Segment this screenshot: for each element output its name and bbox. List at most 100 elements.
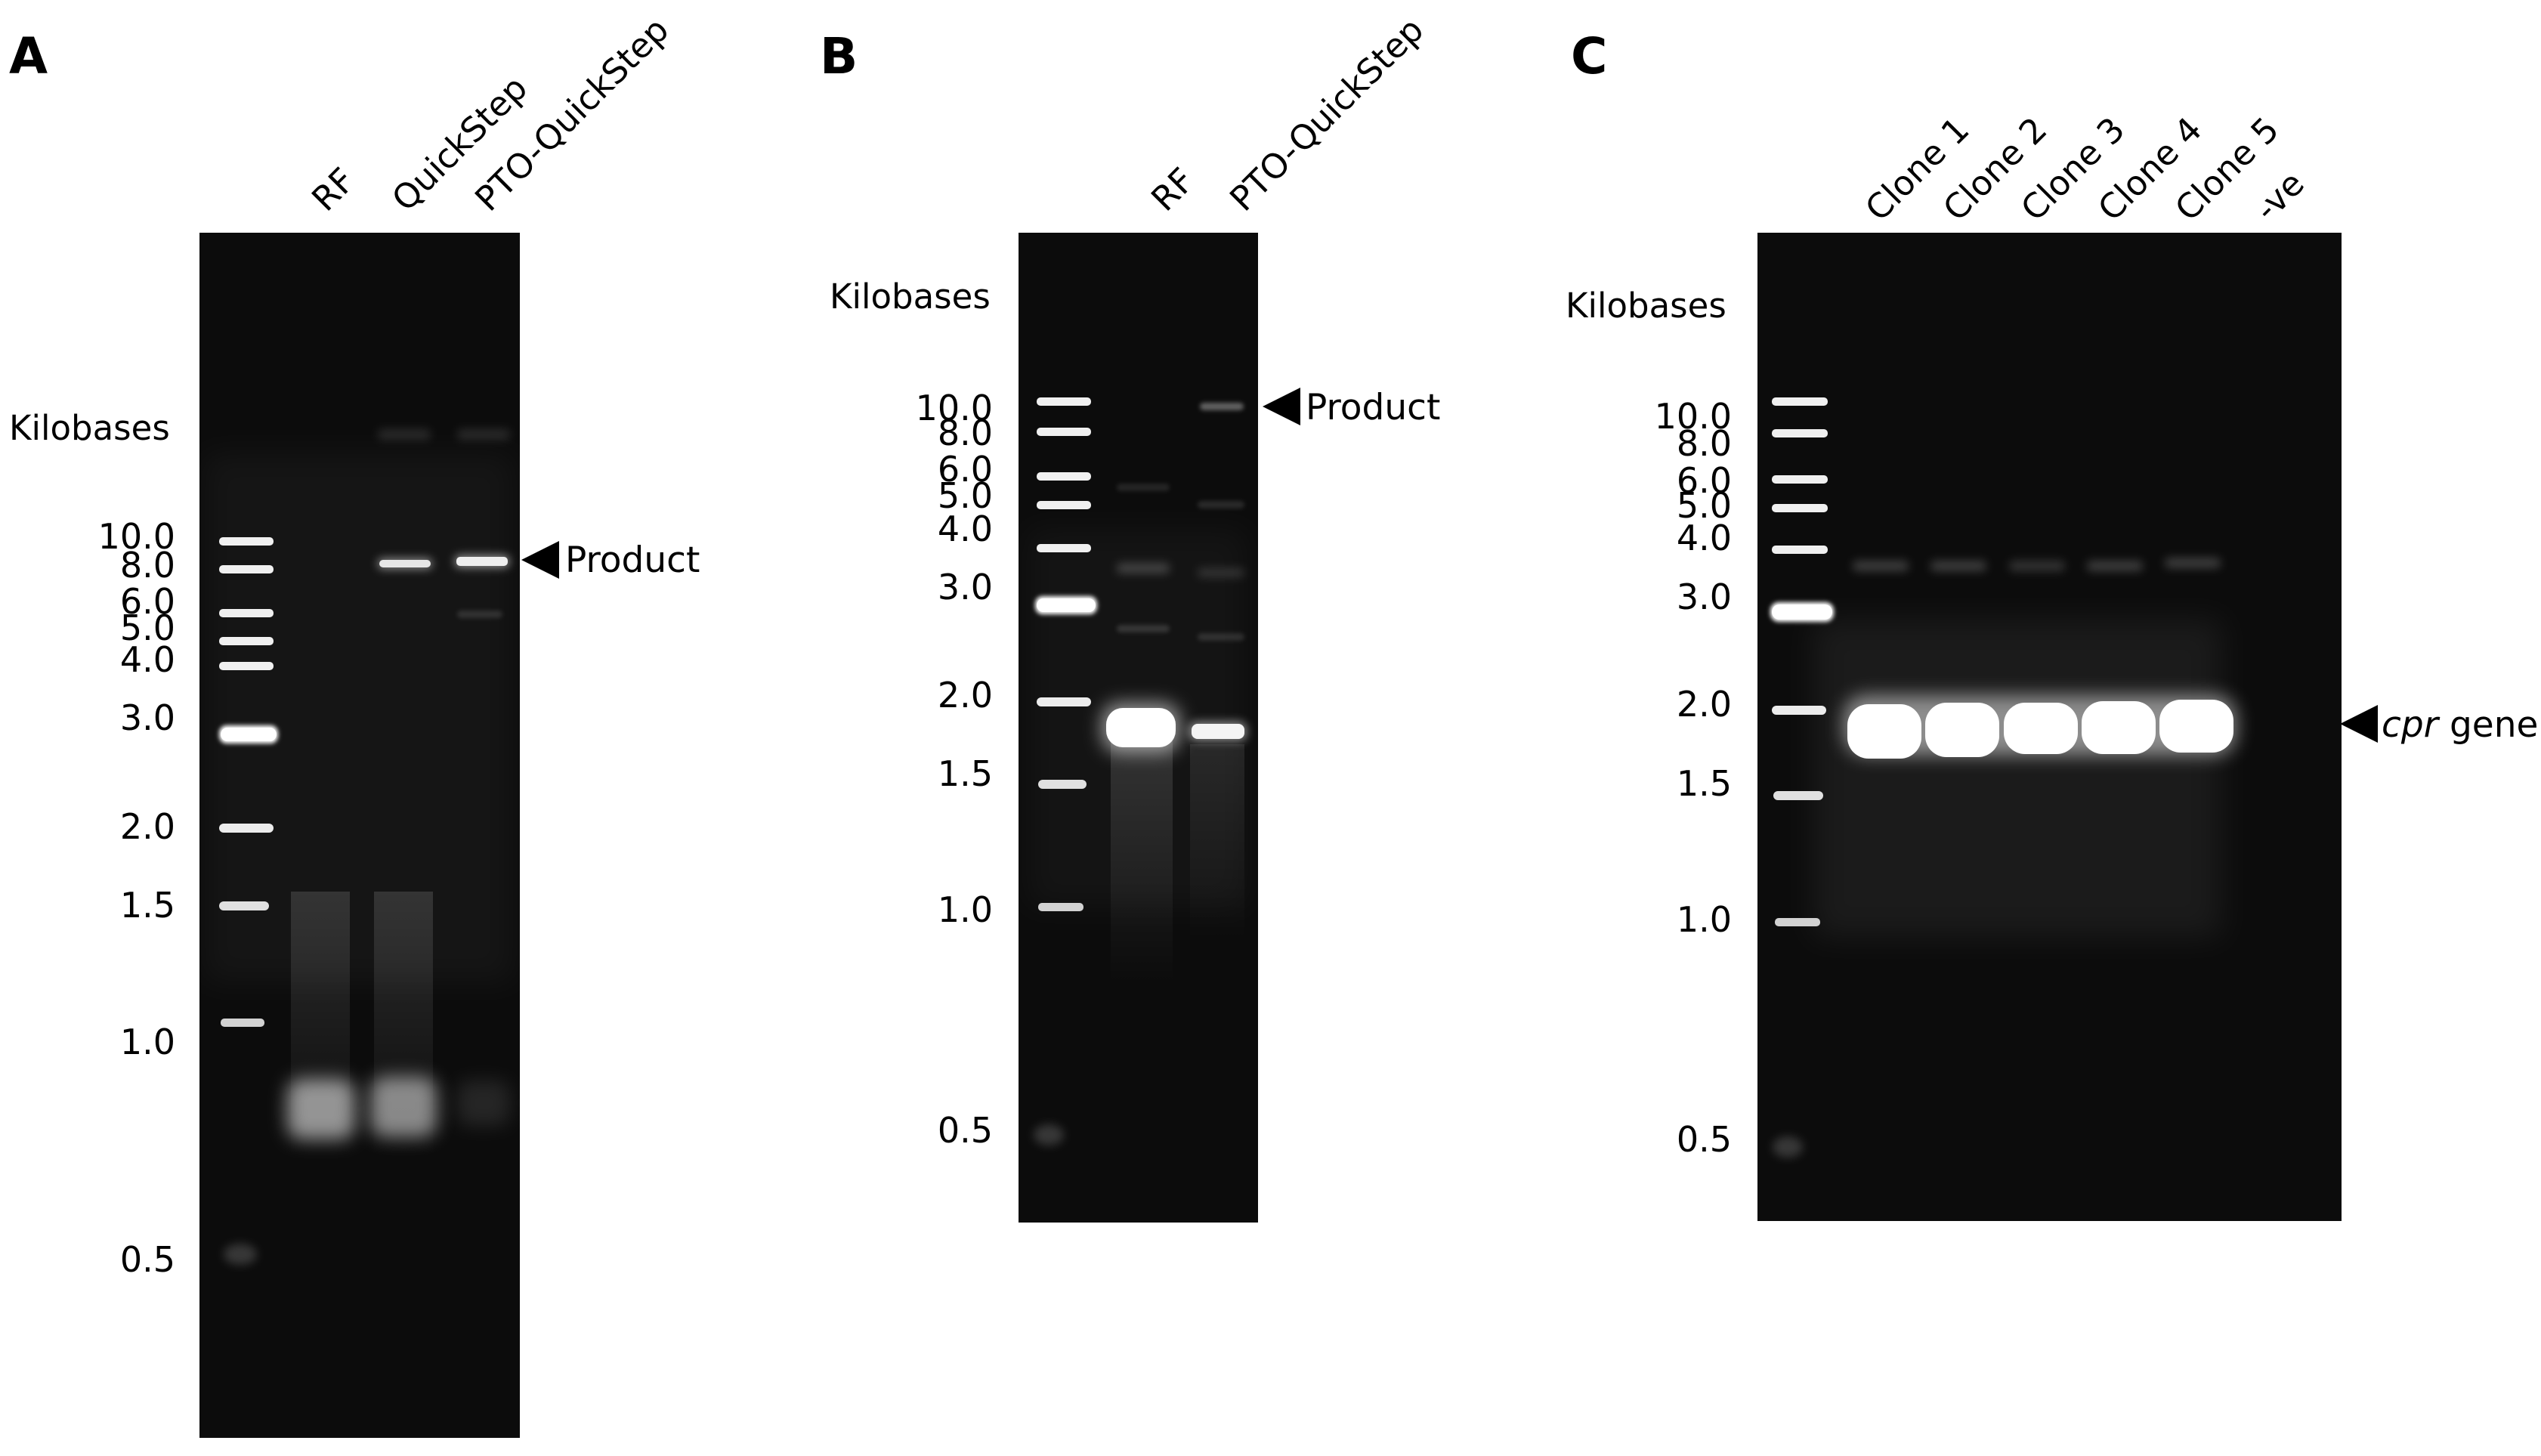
product-band xyxy=(379,560,431,567)
ladder-band xyxy=(1772,397,1828,406)
ladder-band xyxy=(219,537,274,546)
ladder-tick-label: 8.0 xyxy=(120,545,175,586)
insert-band xyxy=(1192,724,1244,739)
panel-label: A xyxy=(9,27,48,85)
ladder-band xyxy=(219,609,274,617)
faint-band xyxy=(1853,561,1909,571)
axis-title: Kilobases xyxy=(830,277,991,317)
cpr-band xyxy=(1925,703,1999,757)
axis-title: Kilobases xyxy=(9,408,170,448)
ladder-band xyxy=(1772,429,1828,437)
ladder-tick-label: 10.0 xyxy=(916,388,993,428)
faint-band xyxy=(1930,561,1986,571)
lane-label: PTO-QuickStep xyxy=(1222,10,1431,219)
ladder-tick-label: 4.0 xyxy=(938,509,993,549)
ladder-tick-label: 5.0 xyxy=(1677,485,1732,526)
band-annotation: Product xyxy=(565,539,700,581)
primer-band xyxy=(457,1080,510,1126)
lane-label: RF xyxy=(304,160,363,219)
ladder-band xyxy=(1037,697,1091,706)
faint-band xyxy=(1198,501,1244,509)
ladder-tick-label: 5.0 xyxy=(938,475,993,516)
faint-band xyxy=(1198,568,1244,577)
band-annotation: Product xyxy=(1306,387,1440,428)
ladder-tick-label: 1.5 xyxy=(1677,763,1732,804)
ladder-band xyxy=(1773,791,1823,800)
primer-band xyxy=(370,1077,437,1137)
ladder-tick-label: 0.5 xyxy=(1677,1119,1732,1160)
faint-band xyxy=(2165,558,2221,568)
ladder-tick-label: 8.0 xyxy=(1677,423,1732,464)
panel-label: C xyxy=(1571,27,1607,85)
ladder-tick-label: 6.0 xyxy=(938,449,993,490)
insert-band xyxy=(1106,708,1176,747)
ladder-band xyxy=(1772,546,1828,554)
product-band xyxy=(456,557,508,566)
ladder-band xyxy=(221,728,277,741)
ladder-tick-label: 8.0 xyxy=(938,413,993,453)
ladder-tick-label: 4.0 xyxy=(1677,518,1732,558)
ladder-tick-label: 2.0 xyxy=(1677,684,1732,725)
panel-a: A RF QuickStep PTO-QuickStep xyxy=(9,10,700,1438)
lane-label: RF xyxy=(1143,160,1202,219)
ladder-tick-label: 5.0 xyxy=(120,607,175,648)
ladder-band xyxy=(1037,501,1091,509)
faint-band xyxy=(1117,484,1170,491)
ladder-band xyxy=(1037,544,1091,552)
ladder-tick-label: 10.0 xyxy=(1655,396,1732,437)
ladder-band xyxy=(1772,504,1828,512)
faint-band xyxy=(378,429,431,440)
panel-label: B xyxy=(820,27,858,85)
ladder-tick-label: 0.5 xyxy=(938,1110,993,1151)
lane-smear xyxy=(1111,740,1173,982)
panel-b: B RF PTO-QuickStep xyxy=(820,10,1440,1223)
ladder-tick-label: 1.0 xyxy=(1677,899,1732,940)
ladder-band xyxy=(1772,604,1832,620)
ladder-band xyxy=(1034,1124,1064,1145)
product-band xyxy=(1200,403,1244,410)
ladder-lane xyxy=(1770,397,1834,1158)
ladder-band xyxy=(1037,598,1096,612)
ladder-tick-label: 1.0 xyxy=(120,1022,175,1062)
faint-band xyxy=(2009,561,2065,571)
axis-title: Kilobases xyxy=(1566,286,1726,326)
ladder-band xyxy=(219,824,274,833)
lane-smear xyxy=(1190,744,1244,941)
ladder-tick-label: 1.5 xyxy=(120,885,175,926)
ladder-band xyxy=(1038,903,1083,911)
faint-band xyxy=(1117,563,1170,573)
ladder-band xyxy=(1038,780,1087,789)
ladder-band xyxy=(1037,428,1091,436)
primer-band xyxy=(287,1079,355,1139)
ladder-tick-label: 6.0 xyxy=(120,581,175,622)
ladder-band xyxy=(224,1244,257,1265)
faint-band xyxy=(1117,625,1170,632)
ladder-band xyxy=(219,901,269,910)
ladder-tick-label: 2.0 xyxy=(120,806,175,847)
ladder-band xyxy=(219,565,274,573)
ladder-tick-label: 3.0 xyxy=(938,567,993,607)
ladder-band xyxy=(1773,1136,1803,1158)
ladder-lane xyxy=(1034,397,1097,1145)
gel-background-glow xyxy=(1813,620,2221,937)
arrowhead-icon xyxy=(2340,705,2378,743)
arrowhead-icon xyxy=(1263,388,1300,425)
ladder-tick-label: 3.0 xyxy=(120,697,175,738)
cpr-band xyxy=(2082,701,2156,754)
lane-label: -ve xyxy=(2246,163,2312,229)
faint-band xyxy=(457,429,510,440)
ladder-tick-label: 4.0 xyxy=(120,639,175,680)
cpr-band xyxy=(1847,704,1921,759)
ladder-band xyxy=(221,1019,264,1027)
faint-band xyxy=(457,611,502,618)
ladder-band xyxy=(219,662,274,670)
ladder-band xyxy=(1037,397,1091,406)
faint-band xyxy=(1198,633,1244,641)
panel-c: C Clone 1 Clone 2 Clone 3 Clone 4 Clone … xyxy=(1566,27,2538,1221)
ladder-band xyxy=(1772,475,1828,484)
ladder-tick-label: 1.0 xyxy=(938,889,993,930)
cpr-band xyxy=(2159,700,2233,753)
ladder-band xyxy=(1772,706,1826,715)
band-annotation: cpr gene xyxy=(2382,704,2538,746)
